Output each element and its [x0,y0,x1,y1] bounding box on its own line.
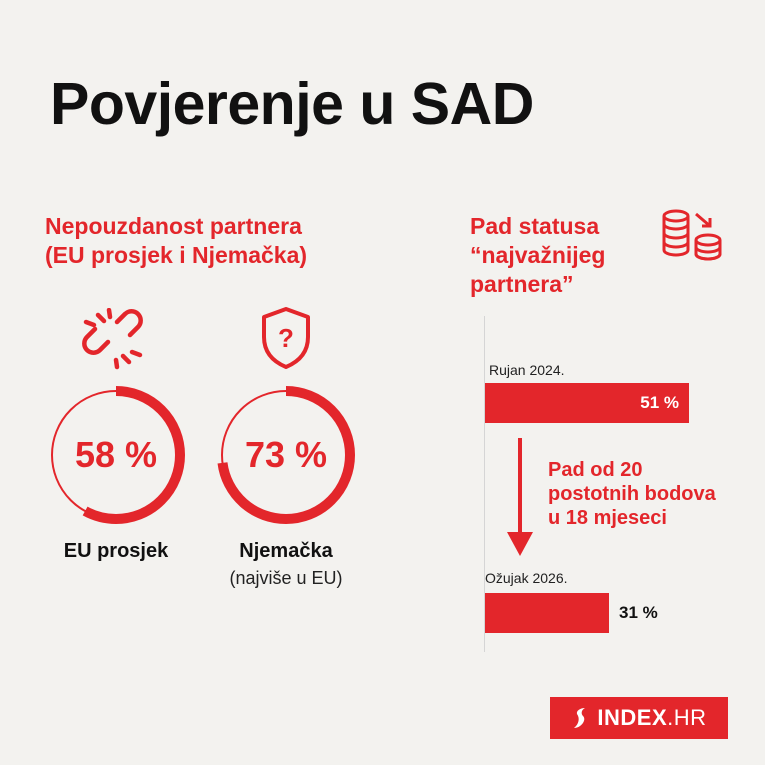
logo-bold-text: INDEX [597,705,668,730]
right-heading-line2: “najvažnijeg [470,242,606,268]
shield-question-icon: ? [262,307,310,369]
right-heading-line3: partnera” [470,271,574,297]
bar-2026 [485,593,609,633]
coins-down-icon [662,209,722,261]
bar-label-2024: Rujan 2024. [489,362,565,378]
ring-eu-value: 58 % [74,434,158,475]
page-title: Povjerenje u SAD [50,71,534,137]
ring-eu: 58 % [46,385,186,525]
drop-text: Pad od 20 postotnih bodova u 18 mjeseci [548,458,748,530]
germany-label: Njemačka [239,540,333,562]
drop-text-line1: Pad od 20 [548,459,643,481]
broken-link-icon [82,308,143,370]
svg-text:?: ? [278,323,294,353]
drop-text-line3: u 18 mjeseci [548,507,667,529]
right-section-heading: Pad statusa “najvažnijeg partnera” [470,212,650,299]
ring-germany-arc [217,386,355,524]
left-heading-line1: Nepouzdanost partnera [45,213,302,239]
ring-eu-arc [47,386,185,524]
chili-icon [574,708,586,728]
bar-value-2024: 51 % [640,393,679,412]
bar-value-2026: 31 % [619,603,658,622]
bar-chart-axis [484,316,485,652]
bar-2024: 51 % [485,383,689,423]
logo-thin-text: .HR [667,705,707,730]
ring-germany-chart [217,386,355,524]
ring-eu-chart [47,386,185,524]
right-heading-line1: Pad statusa [470,213,600,239]
left-section-heading: Nepouzdanost partnera (EU prosjek i Njem… [45,212,365,270]
germany-note: (najviše u EU) [229,568,343,588]
bar-label-2026: Ožujak 2026. [485,570,568,586]
drop-text-line2: postotnih bodova [548,483,716,505]
down-arrow-icon [507,438,533,556]
left-heading-line2: (EU prosjek i Njemačka) [45,242,308,268]
eu-label: EU prosjek [63,540,169,562]
index-hr-logo: INDEX.HR [550,697,728,739]
ring-germany: 73 % [216,385,356,525]
ring-germany-value: 73 % [244,434,328,475]
